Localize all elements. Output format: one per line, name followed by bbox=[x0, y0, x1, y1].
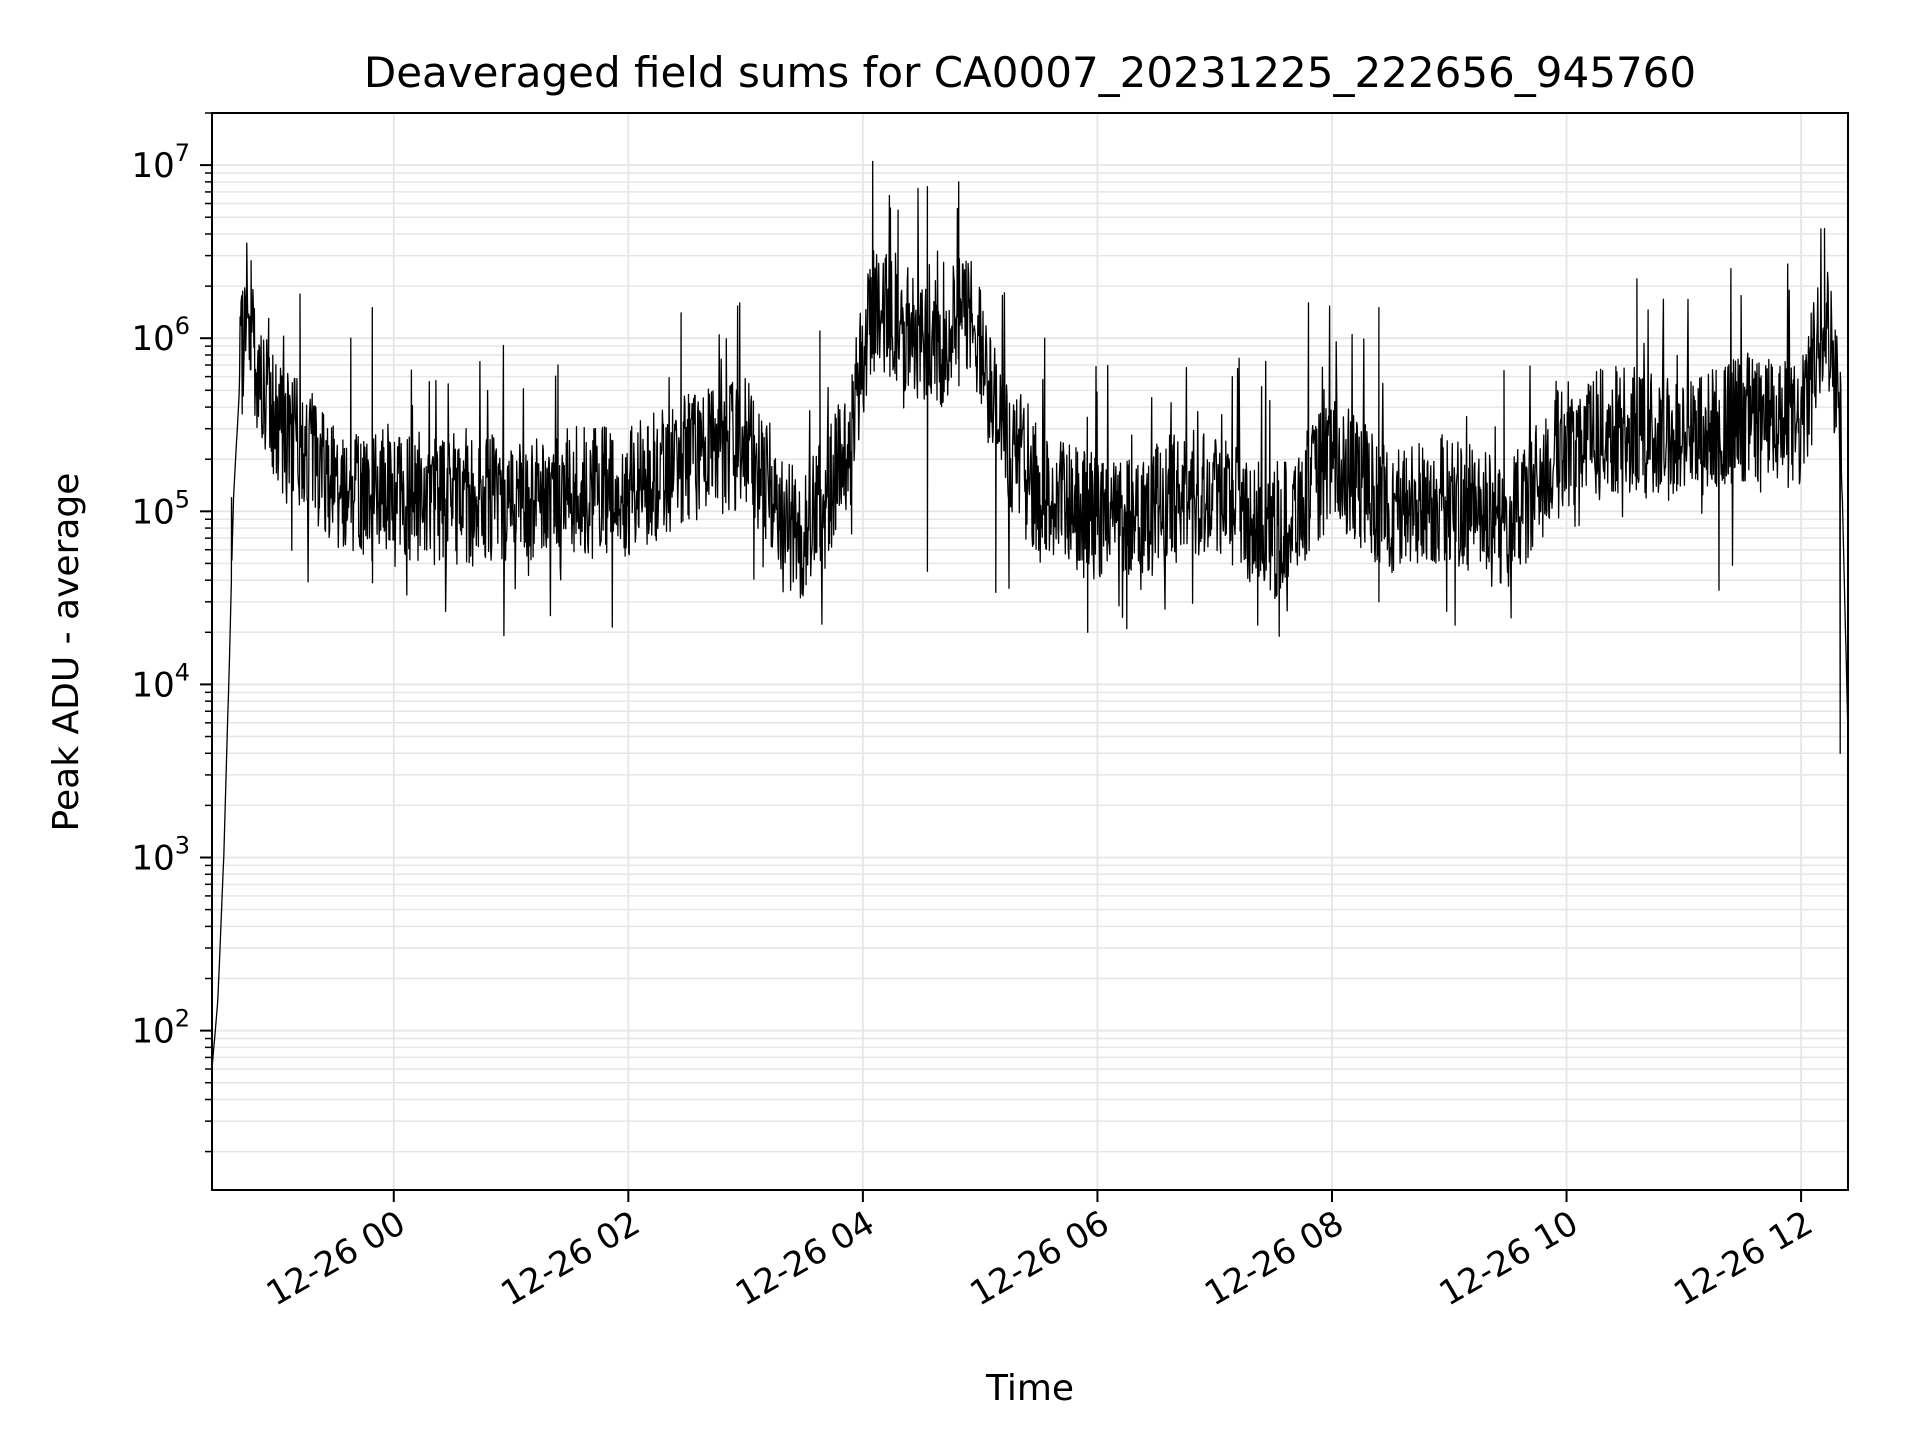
y-tick-label: 104 bbox=[131, 658, 190, 705]
minor-gridlines bbox=[212, 112, 1848, 1153]
y-axis: 102 103 104 105 106 107 bbox=[131, 112, 212, 1153]
series-line bbox=[211, 160, 1849, 1070]
chart-title: Deaveraged field sums for CA0007_2023122… bbox=[364, 48, 1696, 97]
y-tick-label: 105 bbox=[131, 485, 190, 532]
y-tick-label: 107 bbox=[131, 139, 190, 186]
y-axis-label: Peak ADU - average bbox=[46, 473, 87, 832]
x-axis-label: Time bbox=[985, 1368, 1074, 1409]
y-tick-label: 102 bbox=[131, 1005, 190, 1052]
y-tick-label: 106 bbox=[131, 312, 190, 359]
y-tick-label: 103 bbox=[131, 832, 190, 879]
plot-frame bbox=[211, 112, 1849, 1191]
